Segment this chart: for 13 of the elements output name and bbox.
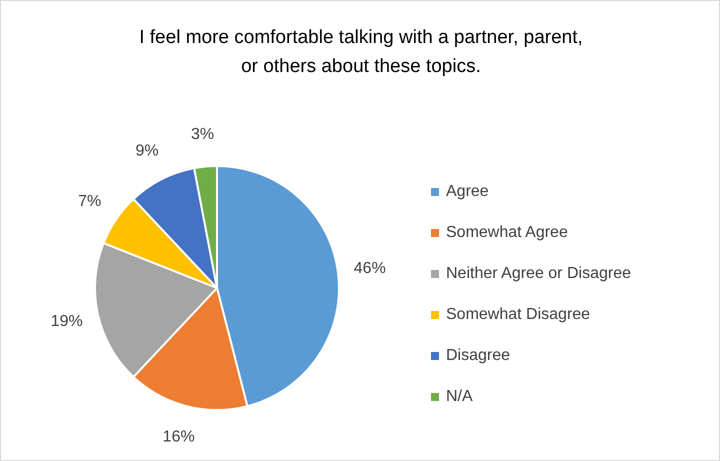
data-label: 19%	[50, 313, 83, 330]
data-label: 16%	[162, 428, 195, 446]
data-label: 9%	[136, 142, 159, 160]
data-label: 46%	[354, 260, 386, 278]
legend-label: Disagree	[446, 346, 510, 364]
legend-label: Somewhat Agree	[446, 224, 568, 242]
data-label: 7%	[78, 192, 102, 210]
legend-label: Agree	[446, 182, 489, 200]
data-label: 3%	[190, 126, 214, 144]
legend-label: N/A	[446, 388, 473, 406]
legend-label: Somewhat Disagree	[446, 306, 590, 324]
chart-title: I feel more comfortable talking with a partner, parent, or others about these topics.	[138, 26, 584, 79]
legend-label: Neither Agree or Disagree	[446, 264, 631, 282]
